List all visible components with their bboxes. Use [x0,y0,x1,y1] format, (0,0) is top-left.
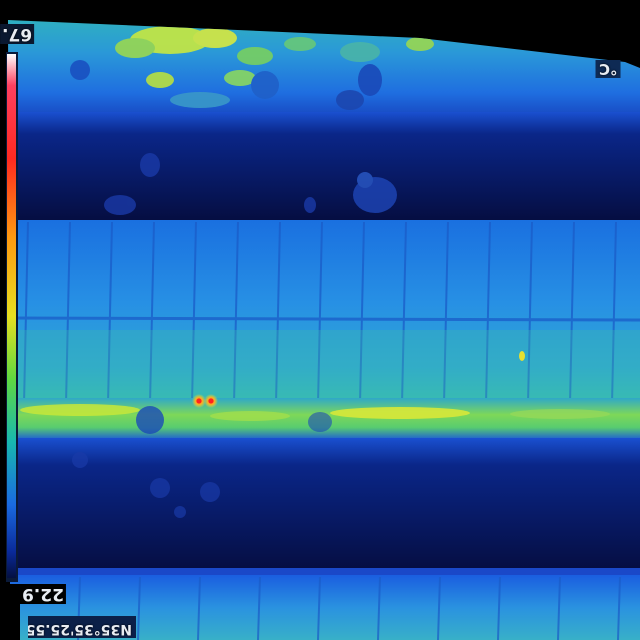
gps-coordinate-label: N35°35'25.55" [28,616,136,638]
solar-panel-array [8,220,640,405]
cold-band-2-blobs [72,452,220,518]
warm-strip-highlights [20,351,610,434]
hot-spots [192,394,218,408]
temperature-scale-bar [6,52,18,582]
panel-grid-lines [8,221,640,405]
thermal-scene [8,20,640,640]
cold-band-blobs [104,153,397,215]
top-band-heat-patches [70,26,434,110]
temperature-max-label: 67. [0,24,35,44]
temperature-min-label: 22.9 [20,584,66,604]
temperature-unit-label: °C [596,60,621,78]
